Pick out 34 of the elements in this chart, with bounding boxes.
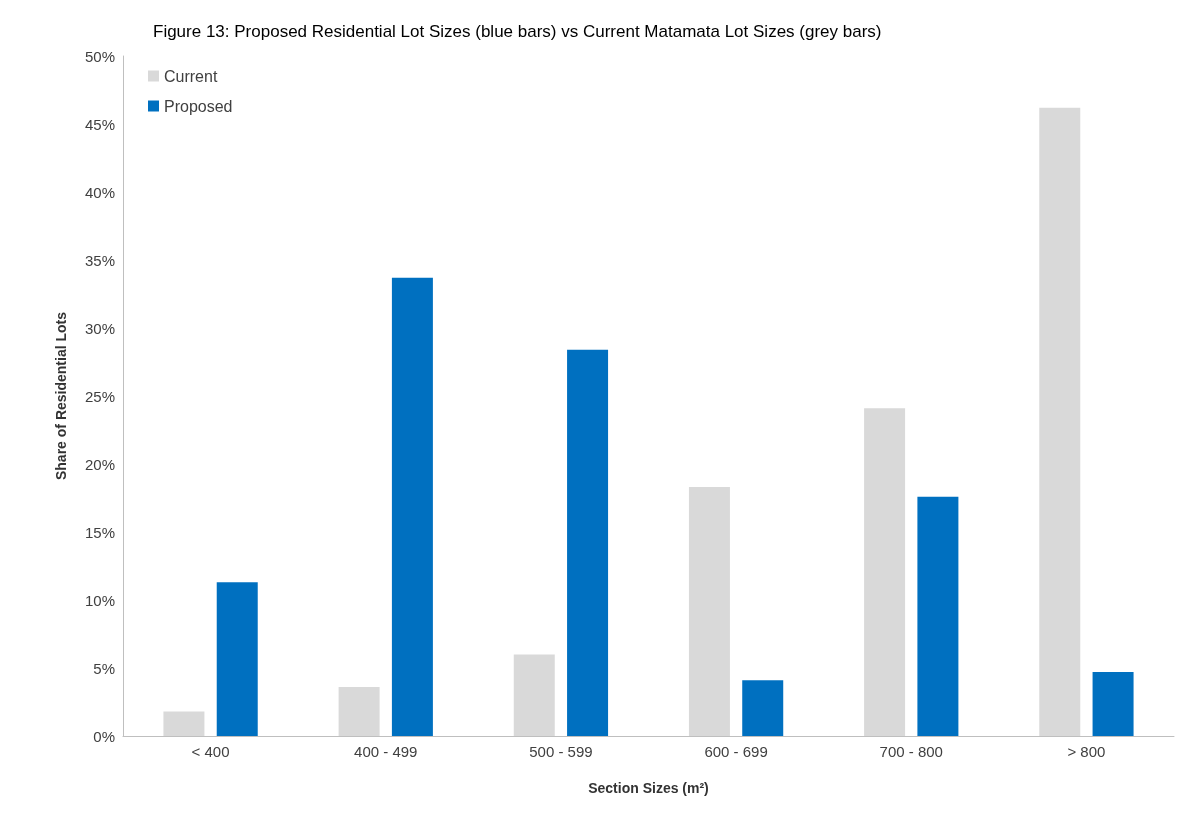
- y-tick-label: 25%: [84, 387, 115, 405]
- y-tick-label: 10%: [84, 591, 115, 609]
- y-axis-title: Share of Residential Lots: [53, 311, 69, 481]
- x-tick-label: < 400: [191, 743, 230, 760]
- y-tick-label: 0%: [93, 727, 115, 745]
- bar: [864, 408, 906, 736]
- bar: [513, 654, 555, 736]
- y-tick-label: 5%: [93, 659, 115, 677]
- bar: [688, 487, 730, 736]
- legend-label: Proposed: [164, 97, 233, 115]
- bar: [567, 349, 609, 736]
- y-tick-label: 15%: [84, 523, 115, 541]
- bar: [391, 277, 433, 736]
- x-tick-label: 600 - 699: [704, 743, 768, 760]
- bar: [1039, 107, 1081, 736]
- bar: [1092, 672, 1134, 736]
- bar: [742, 680, 784, 736]
- legend-label: Current: [164, 67, 218, 85]
- x-tick-label: 700 - 800: [879, 743, 943, 760]
- y-tick-label: 40%: [84, 183, 115, 201]
- bar: [216, 582, 258, 736]
- y-tick-label: 30%: [84, 319, 115, 337]
- bar: [917, 496, 959, 736]
- y-tick-label: 35%: [84, 251, 115, 269]
- y-tick-label: 50%: [84, 47, 115, 65]
- bar: [338, 687, 380, 736]
- chart-title: Figure 13: Proposed Residential Lot Sizes (blue bars) vs Current Matamata Lot Sizes (grey bars): [153, 22, 882, 41]
- x-tick-label: 500 - 599: [529, 743, 593, 760]
- x-axis-title: Section Sizes (m²): [588, 780, 709, 796]
- x-tick-label: > 800: [1067, 743, 1106, 760]
- x-tick-label: 400 - 499: [354, 743, 418, 760]
- y-tick-label: 45%: [84, 115, 115, 133]
- y-tick-label: 20%: [84, 455, 115, 473]
- bar: [163, 711, 205, 736]
